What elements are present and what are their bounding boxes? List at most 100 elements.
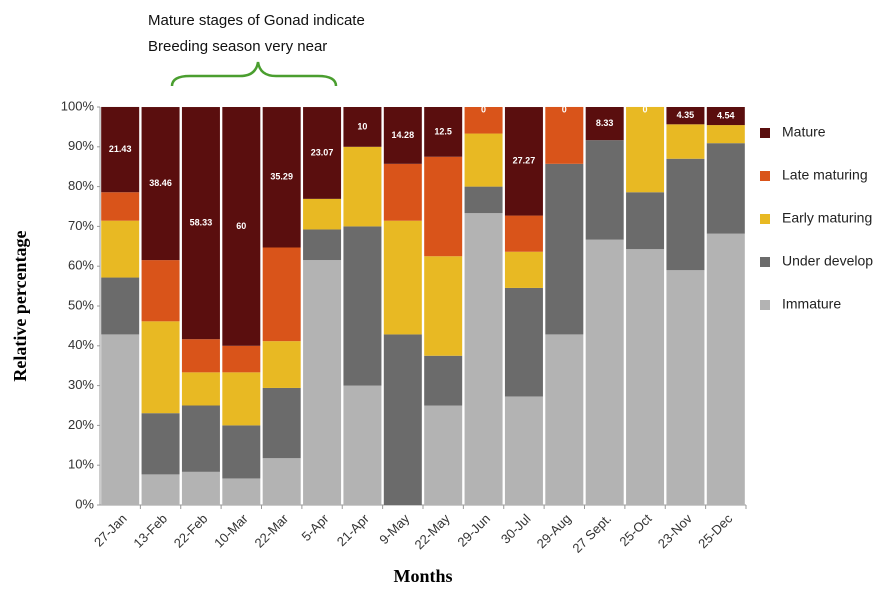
bar-segment [424, 405, 463, 505]
annotation-line: Mature stages of Gonad indicate [148, 12, 365, 29]
x-tick-label: 30-Jul [498, 511, 534, 547]
bar-segment [222, 478, 261, 505]
value-label: 58.33 [190, 217, 213, 227]
bar-segment [545, 106, 584, 164]
y-tick-label: 90% [68, 138, 94, 153]
legend-swatch [760, 300, 770, 310]
value-label: 0 [481, 104, 486, 114]
bar-segment [464, 133, 503, 187]
legend-swatch [760, 171, 770, 181]
bar-segment [181, 471, 220, 505]
bar-segment [262, 247, 301, 342]
y-tick-label: 0% [75, 496, 94, 511]
value-label: 35.29 [270, 172, 293, 182]
bar-segment [504, 396, 543, 505]
bar-segment [101, 192, 140, 221]
bar-segment [504, 251, 543, 288]
bar-segment [101, 220, 140, 278]
legend-swatch [760, 257, 770, 267]
bar-segment [262, 341, 301, 388]
x-tick-label: 22-May [411, 511, 453, 553]
bar-segment [383, 163, 422, 221]
value-label: 21.43 [109, 144, 132, 154]
bar-segment [101, 334, 140, 505]
y-tick-label: 100% [61, 98, 95, 113]
bar-segment [626, 106, 665, 193]
legend-label: Early maturing [782, 210, 872, 226]
bar-segment [262, 387, 301, 459]
y-axis-title: Relative percentage [10, 230, 30, 381]
y-tick-label: 60% [68, 258, 94, 273]
bar-segment [424, 107, 463, 157]
bar-segment [383, 334, 422, 505]
x-tick-label: 27-Jan [91, 511, 130, 550]
x-tick-label: 10-Mar [211, 510, 251, 550]
legend-swatch [760, 128, 770, 138]
bar-segment [504, 287, 543, 397]
bar-segment [383, 220, 422, 335]
bar-segment [303, 198, 342, 230]
value-label: 10 [357, 121, 367, 131]
y-tick-label: 80% [68, 178, 94, 193]
bar-segment [545, 334, 584, 505]
bar-segment [666, 124, 705, 159]
bar-segment [706, 107, 745, 126]
bar-segment [464, 107, 503, 134]
value-label: 23.07 [311, 147, 334, 157]
x-tick-label: 29-Aug [534, 511, 574, 551]
legend-label: Late maturing [782, 167, 868, 183]
bar-segment [262, 107, 301, 248]
bar-segment [222, 372, 261, 426]
value-label: 0 [562, 104, 567, 114]
bar-segment [303, 260, 342, 505]
bar-segment [585, 239, 624, 506]
x-tick-label: 9-May [376, 511, 412, 547]
bar-segment [222, 107, 261, 346]
bar-segment [181, 107, 220, 340]
bar-segment [585, 140, 624, 240]
value-label: 0 [643, 104, 648, 114]
bar-segment [101, 106, 140, 193]
legend-swatch [760, 214, 770, 224]
value-label: 60 [236, 221, 246, 231]
y-tick-label: 10% [68, 457, 94, 472]
value-label: 8.33 [596, 118, 614, 128]
bar-segment [181, 339, 220, 373]
bar-segment [626, 192, 665, 250]
bar-segment [545, 163, 584, 335]
bar-segment [141, 260, 180, 322]
bar-segment [343, 146, 382, 227]
legend-label: Immature [782, 296, 841, 312]
bar-segment [181, 372, 220, 406]
legend-label: Mature [782, 124, 826, 140]
bar-segment [343, 385, 382, 505]
bar-segment [666, 107, 705, 125]
value-label: 14.28 [392, 130, 415, 140]
bar-segment [222, 425, 261, 479]
bar-segment [424, 156, 463, 257]
value-label: 27.27 [513, 156, 536, 166]
x-tick-label: 22-Feb [171, 511, 211, 551]
bar-segment [141, 321, 180, 414]
bar-segment [706, 143, 745, 234]
bar-segment [141, 107, 180, 261]
bar-segment [181, 405, 220, 472]
x-tick-label: 21-Apr [334, 510, 373, 549]
x-tick-label: 25-Dec [695, 511, 736, 552]
bar-segment [303, 107, 342, 199]
bar-segment [424, 256, 463, 356]
value-label: 4.54 [717, 110, 735, 120]
x-axis-title: Months [393, 566, 452, 586]
x-tick-label: 25-Oct [616, 511, 654, 549]
annotation-brace [170, 61, 338, 87]
x-tick-label: 22-Mar [252, 510, 292, 550]
bar-segment [626, 249, 665, 505]
value-label: 4.35 [677, 110, 695, 120]
bar-segment [464, 213, 503, 505]
x-tick-label: 5-Apr [299, 510, 333, 544]
bar-segment [141, 413, 180, 475]
bar-segment [383, 107, 422, 164]
bar-segment [303, 229, 342, 261]
x-tick-label: 23-Nov [655, 511, 696, 552]
bar-segment [141, 474, 180, 505]
